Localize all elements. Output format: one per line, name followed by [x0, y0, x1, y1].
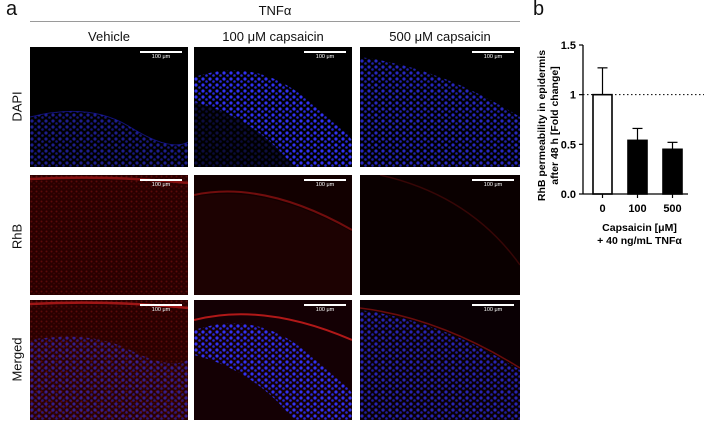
column-header-500uM: 500 μM capsaicin — [389, 29, 491, 44]
x-axis-label-line: + 40 ng/mL TNFα — [597, 235, 682, 247]
image-rhb-100uM: 100 μm — [194, 175, 352, 295]
x-tick-label: 0 — [599, 203, 605, 215]
y-axis: 0.0 0.5 1 1.5 — [561, 40, 584, 201]
image-merged-vehicle: 100 μm — [30, 300, 188, 420]
x-axis: 0 100 500 — [583, 193, 688, 215]
x-axis-label: Capsaicin [μM]+ 40 ng/mL TNFα — [597, 222, 682, 247]
y-tick-label: 1.5 — [561, 40, 576, 52]
y-tick-label: 0.0 — [561, 189, 576, 201]
y-tick-label: 0.5 — [561, 139, 576, 151]
scale-bar: 100 μm — [304, 179, 346, 188]
panel-b-letter: b — [533, 0, 545, 20]
scale-bar: 100 μm — [472, 51, 514, 60]
x-tick-label: 500 — [663, 203, 681, 215]
x-axis-label-line: Capsaicin [μM] — [602, 222, 677, 234]
y-axis-label-line: RhB permeability in epidermis — [536, 50, 548, 201]
scale-bar: 100 μm — [140, 51, 182, 60]
y-axis-label-line: after 48 h [Fold change] — [549, 66, 561, 184]
bar — [592, 93, 613, 195]
scale-bar: 100 μm — [140, 179, 182, 188]
image-dapi-500uM: 100 μm — [360, 47, 520, 167]
treatment-bracket-line — [30, 21, 520, 22]
x-tick-label: 100 — [628, 203, 646, 215]
scale-bar: 100 μm — [472, 304, 514, 313]
image-merged-500uM: 100 μm — [360, 300, 520, 420]
bars — [592, 67, 683, 195]
bar-chart: RhB permeability in epidermis after 48 h … — [536, 40, 704, 247]
bar — [627, 139, 648, 195]
y-axis-label: RhB permeability in epidermis after 48 h … — [536, 50, 561, 201]
row-label-dapi: DAPI — [9, 91, 25, 122]
image-dapi-vehicle: 100 μm — [30, 47, 188, 167]
column-header-vehicle: Vehicle — [88, 29, 130, 44]
scale-bar: 100 μm — [472, 179, 514, 188]
row-label-rhb: RhB — [9, 223, 25, 250]
scale-bar: 100 μm — [140, 304, 182, 313]
y-tick-label: 1 — [570, 90, 576, 102]
scale-bar: 100 μm — [304, 304, 346, 313]
scale-bar: 100 μm — [304, 51, 346, 60]
image-rhb-500uM: 100 μm — [360, 175, 520, 295]
treatment-label: TNFα — [258, 3, 292, 18]
column-header-100uM: 100 μM capsaicin — [222, 29, 324, 44]
image-dapi-100uM: 100 μm — [194, 47, 352, 167]
panel-a-letter: a — [6, 0, 18, 20]
row-label-merged: Merged — [9, 337, 25, 382]
image-rhb-vehicle: 100 μm — [30, 175, 188, 295]
bar — [662, 148, 683, 195]
image-merged-100uM: 100 μm — [194, 300, 352, 420]
